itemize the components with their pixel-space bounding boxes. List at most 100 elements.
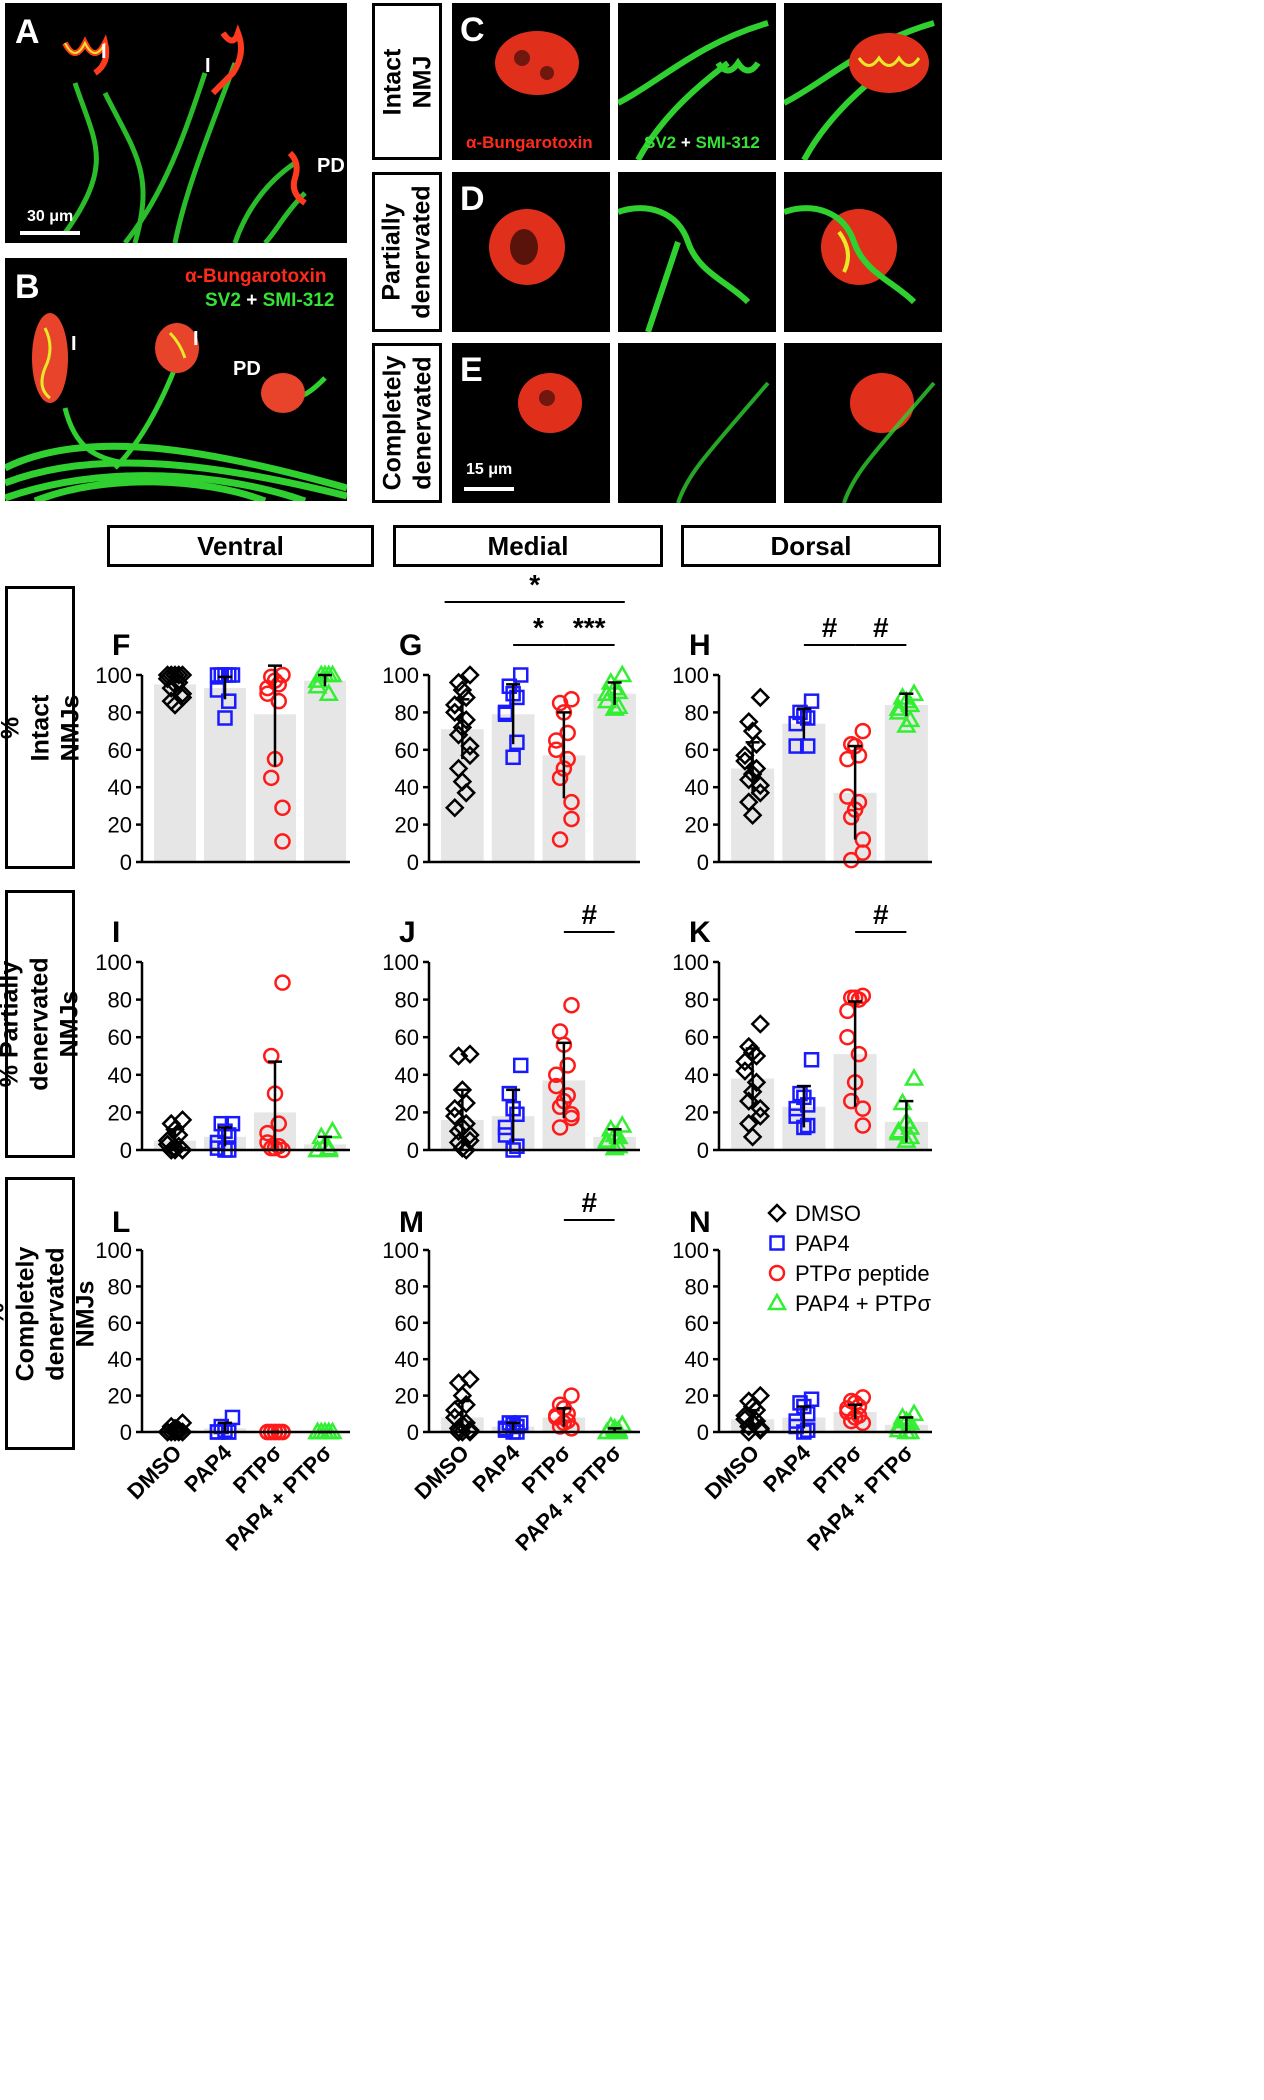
scalebar-e xyxy=(464,487,514,491)
point-g-3-5 xyxy=(596,690,618,709)
ytick-label-l-100: 100 xyxy=(95,1238,132,1263)
ytick-label-m-80: 80 xyxy=(395,1274,419,1299)
stain-green-c-1: SV2 xyxy=(644,133,677,152)
ytick-label-l-0: 0 xyxy=(120,1420,132,1445)
ytick-label-j-40: 40 xyxy=(395,1063,419,1088)
point-f-1-7 xyxy=(217,710,233,726)
point-j-0-13 xyxy=(456,1140,476,1160)
point-f-3-5 xyxy=(307,675,328,694)
ytick-label-i-0: 0 xyxy=(120,1138,132,1163)
point-l-0-10 xyxy=(172,1422,193,1442)
point-g-0-2 xyxy=(452,680,473,700)
micrograph-a-image xyxy=(62,24,307,243)
region-header-ventral: Ventral xyxy=(107,525,374,567)
stain-green-c: SV2 + SMI-312 xyxy=(644,133,760,153)
point-j-3-5 xyxy=(596,1131,618,1150)
panel-letter-g: G xyxy=(399,629,422,662)
point-f-1-3 xyxy=(221,667,237,683)
point-j-1-0 xyxy=(512,1057,529,1074)
point-n-0-8 xyxy=(739,1416,759,1437)
xtick-label-m-1: PAP4 xyxy=(467,1439,525,1497)
ytick-label-m-60: 60 xyxy=(395,1311,419,1336)
micrograph-c-green: SV2 + SMI-312 xyxy=(618,3,776,160)
bar-g-3 xyxy=(593,693,636,862)
xtick-label-l-1: PAP4 xyxy=(179,1439,237,1497)
point-g-3-7 xyxy=(604,698,625,716)
point-m-0-11 xyxy=(448,1422,469,1442)
point-h-1-6 xyxy=(799,738,816,754)
stain-green-c-2: SMI-312 xyxy=(695,133,760,152)
ytick-label-h-100: 100 xyxy=(672,663,709,688)
point-j-0-8 xyxy=(448,1121,469,1141)
point-j-0-9 xyxy=(460,1125,480,1145)
sig-label-g-0: * xyxy=(529,569,540,600)
point-g-1-7 xyxy=(505,749,521,766)
point-f-0-8 xyxy=(161,678,182,698)
label-b-i-1: I xyxy=(71,333,77,355)
stain-plus-c: + xyxy=(680,133,691,152)
ytick-label-m-40: 40 xyxy=(395,1347,419,1372)
scalebar-e-label: 15 μm xyxy=(466,461,513,478)
legend-marker-0 xyxy=(767,1203,787,1223)
panel-letter-c: C xyxy=(460,11,485,49)
point-n-0-0 xyxy=(750,1385,771,1406)
ytick-label-h-0: 0 xyxy=(697,850,709,875)
point-h-3-7 xyxy=(896,714,917,733)
panel-letter-n: N xyxy=(689,1206,711,1239)
ytick-label-g-20: 20 xyxy=(395,813,419,838)
ytick-label-f-40: 40 xyxy=(108,775,132,800)
panel-letter-f: F xyxy=(112,629,130,662)
sig-label-h-0: # xyxy=(822,612,838,643)
chart-panel-f: F 0 20 40 60 80 100 xyxy=(95,629,350,875)
chart-panel-j: J 0 20 40 60 80 100 # xyxy=(382,899,640,1163)
point-n-2-9 xyxy=(854,1414,872,1432)
ytick-label-j-60: 60 xyxy=(395,1025,419,1050)
point-g-0-1 xyxy=(448,672,469,693)
bar-f-3 xyxy=(304,680,346,862)
point-g-1-0 xyxy=(512,667,529,683)
label-pd: PD xyxy=(317,155,345,177)
point-g-2-10 xyxy=(563,810,580,828)
point-m-0-12 xyxy=(452,1422,473,1442)
point-g-0-14 xyxy=(444,798,465,818)
point-j-0-12 xyxy=(452,1138,473,1158)
ytick-label-g-100: 100 xyxy=(382,663,419,688)
micrograph-e-red: E 15 μm xyxy=(452,343,610,503)
ytick-label-m-20: 20 xyxy=(395,1384,419,1409)
ytick-label-f-20: 20 xyxy=(108,813,132,838)
point-k-1-0 xyxy=(803,1052,820,1068)
point-k-3-0 xyxy=(903,1068,925,1086)
ytick-label-k-60: 60 xyxy=(685,1025,709,1050)
ytick-label-l-80: 80 xyxy=(108,1274,132,1299)
micrograph-b: B I I PD α-Bungarotoxin SV2 + SMI-312 xyxy=(5,258,347,501)
point-l-0-7 xyxy=(165,1422,185,1442)
point-g-2-6 xyxy=(559,750,576,768)
point-j-2-11 xyxy=(551,1119,569,1136)
legend-b-plus: + xyxy=(246,290,258,311)
legend-label-2: PTPσ peptide xyxy=(795,1261,930,1286)
sig-label-g-2: *** xyxy=(573,612,606,643)
label-i-2: I xyxy=(205,55,211,77)
ytick-label-l-20: 20 xyxy=(108,1384,132,1409)
point-j-1-1 xyxy=(501,1085,518,1102)
panel-letter-a: A xyxy=(15,13,40,51)
point-g-0-4 xyxy=(444,695,465,715)
point-n-0-10 xyxy=(750,1420,771,1440)
point-g-2-1 xyxy=(551,694,569,712)
point-i-0-1 xyxy=(161,1113,182,1134)
point-g-3-4 xyxy=(596,683,618,701)
point-h-3-4 xyxy=(888,698,909,716)
legend-b-green-1: SV2 xyxy=(205,290,241,311)
point-f-1-6 xyxy=(221,693,237,709)
point-k-2-10 xyxy=(854,1117,872,1134)
ytick-label-f-0: 0 xyxy=(120,850,132,875)
ytick-label-j-100: 100 xyxy=(382,950,419,975)
scalebar-a-label: 30 μm xyxy=(27,208,74,225)
point-h-2-8 xyxy=(843,808,860,826)
ytick-label-k-100: 100 xyxy=(672,950,709,975)
point-g-0-8 xyxy=(448,725,469,745)
ytick-label-i-80: 80 xyxy=(108,988,132,1013)
